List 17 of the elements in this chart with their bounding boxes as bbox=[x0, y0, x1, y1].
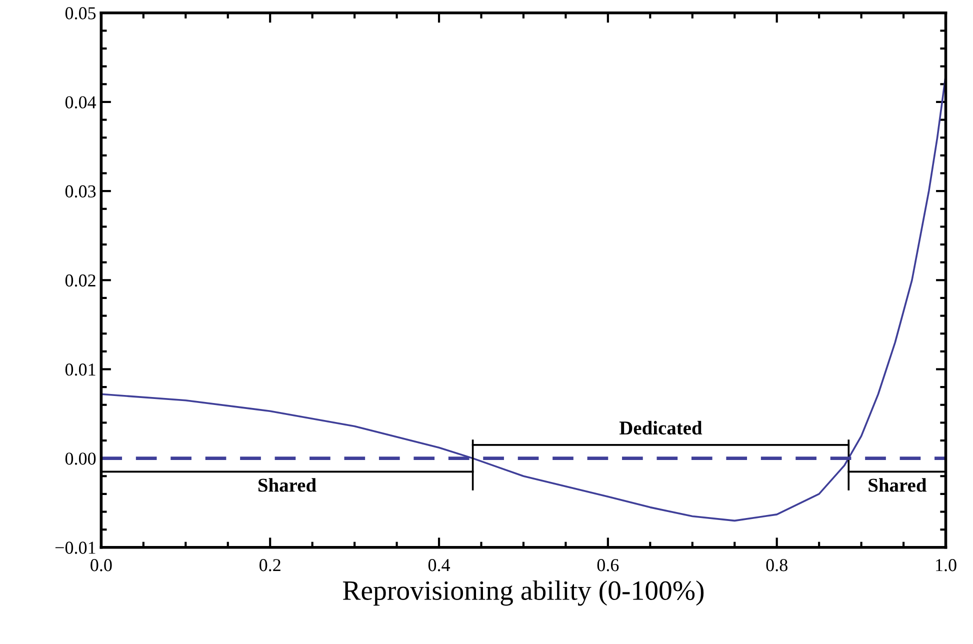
annotation: Shared bbox=[868, 478, 927, 492]
y-tick-label: 0.00 bbox=[65, 452, 96, 465]
annotation: Dedicated bbox=[619, 420, 702, 435]
y-tick-label: −0.01 bbox=[55, 542, 96, 554]
y-tick-label: 0.04 bbox=[65, 96, 96, 108]
x-tick-label: 0.4 bbox=[428, 559, 450, 572]
y-tick-label: 0.05 bbox=[65, 7, 96, 20]
x-tick-label: 1.0 bbox=[936, 559, 956, 572]
y-tick-label: 0.03 bbox=[65, 185, 96, 198]
x-tick-label: 0.6 bbox=[597, 559, 619, 572]
y-tick-label: 0.02 bbox=[65, 274, 96, 287]
x-tick-label: 0.2 bbox=[260, 559, 280, 572]
x-axis-title: Reprovisioning ability (0-100%) bbox=[342, 580, 704, 606]
y-tick-label: 0.01 bbox=[65, 363, 96, 376]
x-tick-label: 0.0 bbox=[90, 559, 112, 572]
x-tick-label: 0.8 bbox=[766, 559, 788, 572]
annotation: Shared bbox=[258, 478, 316, 492]
